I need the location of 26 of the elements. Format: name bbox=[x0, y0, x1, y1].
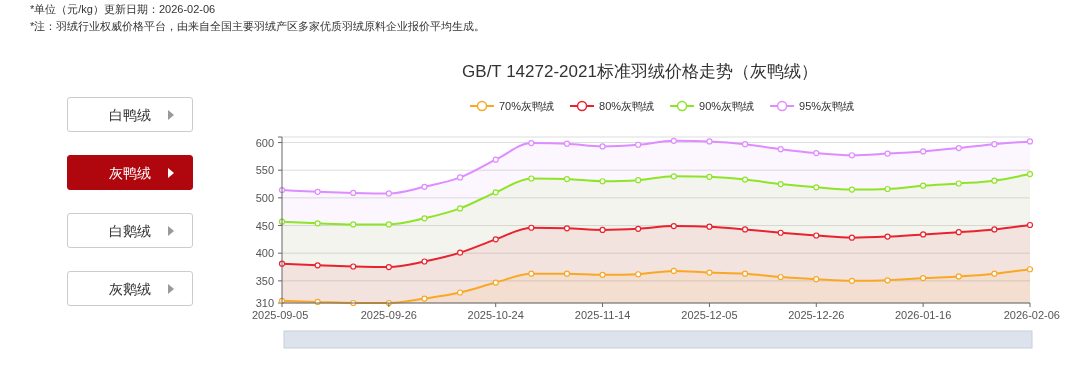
text: 灰鸭绒 bbox=[108, 165, 152, 183]
text: *单位（元/kg）更新日期：2026-02-06 bbox=[30, 3, 216, 15]
legend-label: 95%灰鸭绒 bbox=[799, 100, 855, 112]
x-tick-label: 2025-10-24 bbox=[467, 309, 524, 321]
y-tick-label: 600 bbox=[255, 136, 274, 149]
text: 灰鹅绒 bbox=[108, 281, 152, 299]
y-tick-label: 350 bbox=[255, 274, 274, 287]
x-tick-label: 2025-11-14 bbox=[574, 309, 631, 321]
y-tick-label: 450 bbox=[255, 219, 274, 232]
x-tick-label: 2026-01-16 bbox=[895, 309, 952, 321]
y-tick-label: 500 bbox=[255, 191, 274, 204]
x-tick-label: 2026-02-06 bbox=[1003, 309, 1060, 321]
x-tick-label: 2025-09-05 bbox=[252, 309, 309, 321]
legend-label: 80%灰鸭绒 bbox=[599, 100, 655, 112]
chart-title: GB/T 14272-2021标准羽绒价格走势（灰鸭绒） bbox=[462, 62, 818, 81]
text: 白鹅绒 bbox=[108, 223, 152, 241]
x-tick-label: 2025-12-05 bbox=[681, 309, 738, 321]
y-tick-label: 400 bbox=[255, 247, 274, 260]
text: 白鸭绒 bbox=[108, 107, 152, 125]
x-tick-label: 2025-12-26 bbox=[788, 309, 845, 321]
y-tick-label: 550 bbox=[255, 164, 274, 177]
x-tick-label: 2025-09-26 bbox=[360, 309, 417, 321]
legend-label: 90%灰鸭绒 bbox=[699, 100, 755, 112]
y-tick-label: 310 bbox=[255, 297, 274, 309]
legend-label: 70%灰鸭绒 bbox=[499, 100, 555, 112]
text: *注：羽绒行业权威价格平台，由来自全国主要羽绒产区多家优质羽绒原料企业报价平均生成。 bbox=[30, 20, 486, 32]
